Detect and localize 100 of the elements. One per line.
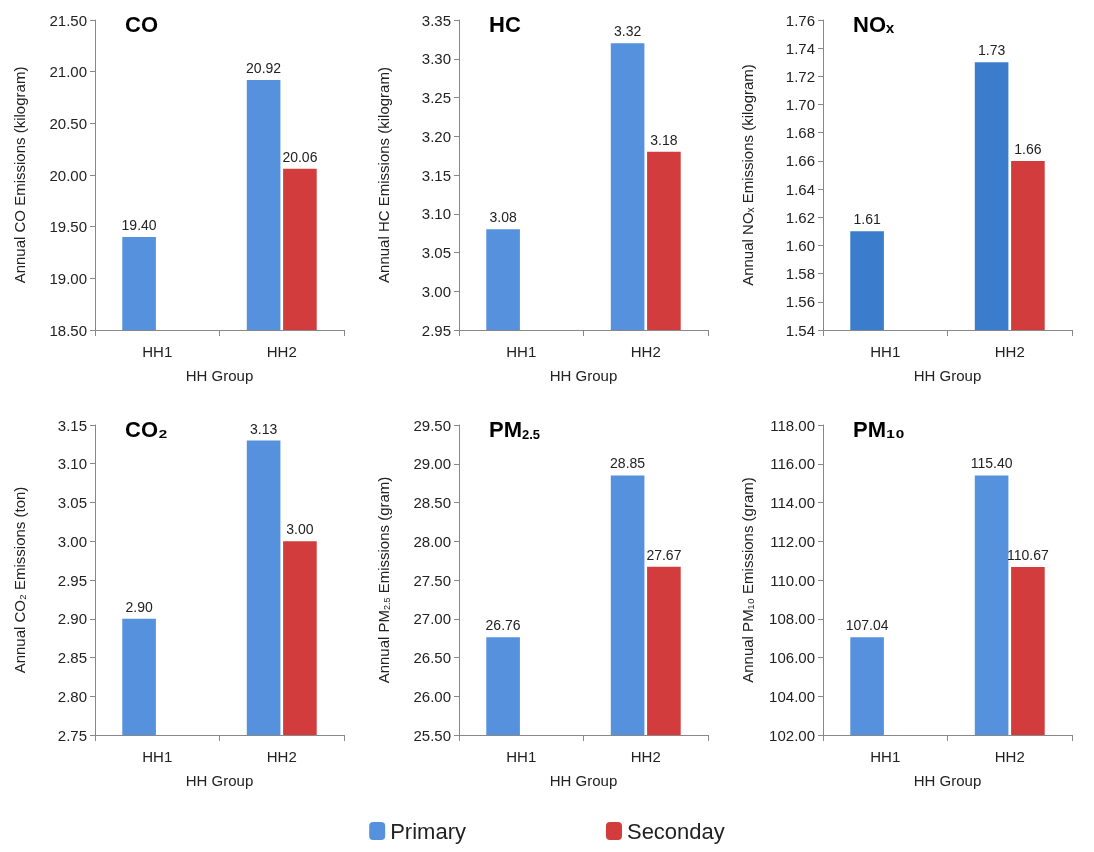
y-tick-label: 2.75 <box>57 726 87 744</box>
x-axis-title: HH Group <box>913 772 982 789</box>
y-tick-label: 3.35 <box>421 11 451 29</box>
y-tick-label: 2.95 <box>57 571 87 589</box>
y-tick-label: 21.50 <box>49 11 87 29</box>
y-tick-label: 2.95 <box>421 321 451 339</box>
data-label: 1.66 <box>1014 140 1042 157</box>
y-tick-label: 116.00 <box>770 455 815 473</box>
x-tick-label: HH1 <box>142 343 173 360</box>
y-tick-label: 29.50 <box>413 416 451 434</box>
data-label: 3.13 <box>249 420 278 437</box>
data-label: 19.40 <box>121 217 157 233</box>
y-tick-label: 1.62 <box>785 208 815 226</box>
data-label: 1.61 <box>853 211 881 228</box>
y-tick-label: 3.05 <box>421 244 451 261</box>
y-axis-title: Annual CO₂ Emissions (ton) <box>11 486 28 674</box>
y-tick-label: 3.30 <box>421 50 451 68</box>
y-tick-label: 2.80 <box>57 687 87 705</box>
data-label: 20.92 <box>246 59 282 76</box>
data-label: 28.85 <box>610 455 646 472</box>
data-label: 3.00 <box>286 521 314 538</box>
x-tick-label: HH2 <box>630 748 661 765</box>
y-tick-label: 26.50 <box>413 649 451 666</box>
y-tick-label: 27.00 <box>413 610 451 628</box>
y-tick-label: 3.05 <box>57 494 87 511</box>
y-axis-title: Annual CO Emissions (kilogram) <box>11 66 28 284</box>
y-tick-label: 1.68 <box>785 124 815 142</box>
y-tick-label: 1.54 <box>785 321 815 339</box>
chart-title: CO <box>125 11 158 37</box>
chart-title: CO₂ <box>125 416 168 442</box>
y-tick-label: 25.50 <box>413 726 451 744</box>
y-tick-label: 1.56 <box>785 293 815 311</box>
y-tick-label: 18.50 <box>49 321 87 339</box>
x-tick-label: HH2 <box>266 748 297 765</box>
data-label: 3.18 <box>650 131 678 148</box>
y-axis-title: Annual PM2.5 Emissions (gram) <box>375 476 392 684</box>
chart-title: PM₁₀ <box>853 416 906 442</box>
y-tick-label: 1.70 <box>785 96 815 114</box>
y-tick-label: 104.00 <box>769 687 815 705</box>
y-tick-label: 114.00 <box>770 494 815 511</box>
x-tick-label: HH2 <box>630 343 661 360</box>
y-tick-label: 3.25 <box>421 89 451 106</box>
x-tick-label: HH2 <box>266 343 297 360</box>
x-tick-label: HH1 <box>870 343 901 360</box>
y-tick-label: 3.15 <box>421 166 451 184</box>
data-label: 115.40 <box>970 455 1013 472</box>
chart-title: HC <box>489 11 521 37</box>
x-tick-label: HH1 <box>506 748 537 765</box>
y-tick-label: 20.00 <box>49 166 87 184</box>
data-label: 110.67 <box>1007 547 1050 564</box>
x-tick-label: HH1 <box>506 343 537 360</box>
x-axis-title: HH Group <box>549 367 618 384</box>
y-tick-label: 110.00 <box>770 571 815 589</box>
y-tick-label: 118.00 <box>770 416 815 434</box>
y-axis-title: Annual HC Emissions (kilogram) <box>375 67 392 283</box>
y-tick-label: 1.76 <box>785 11 815 29</box>
y-tick-label: 102.00 <box>769 726 815 744</box>
y-tick-label: 3.00 <box>57 532 87 550</box>
y-tick-label: 27.50 <box>413 571 451 589</box>
legend-label: Primary <box>390 818 466 844</box>
data-label: 27.67 <box>646 546 682 563</box>
x-axis-title: HH Group <box>549 772 618 789</box>
data-label: 3.08 <box>489 209 517 226</box>
x-axis-title: HH Group <box>185 772 254 789</box>
y-tick-label: 29.00 <box>413 455 451 473</box>
y-tick-label: 28.50 <box>413 494 451 511</box>
data-label: 3.32 <box>613 23 642 40</box>
y-tick-label: 3.00 <box>421 282 451 300</box>
y-tick-label: 1.74 <box>785 39 815 57</box>
data-label: 1.73 <box>977 42 1006 59</box>
data-label: 26.76 <box>485 617 521 634</box>
y-axis-title: Annual NOₓ Emissions (kilogram) <box>739 64 756 286</box>
data-label: 107.04 <box>845 617 889 634</box>
y-tick-label: 26.00 <box>413 687 451 705</box>
legend-label: Seconday <box>626 818 725 844</box>
y-tick-label: 19.00 <box>49 269 87 287</box>
y-tick-label: 3.15 <box>57 416 87 434</box>
y-tick-label: 108.00 <box>769 610 815 628</box>
y-tick-label: 21.00 <box>49 63 87 81</box>
y-tick-label: 3.10 <box>57 455 87 473</box>
data-label: 2.90 <box>125 598 153 615</box>
y-tick-label: 3.20 <box>421 127 451 145</box>
x-tick-label: HH1 <box>870 748 901 765</box>
x-tick-label: HH2 <box>994 748 1025 765</box>
y-tick-label: 112.00 <box>770 532 815 550</box>
y-tick-label: 1.72 <box>785 67 815 85</box>
x-axis-title: HH Group <box>185 367 254 384</box>
y-tick-label: 3.10 <box>421 205 451 223</box>
y-tick-label: 1.64 <box>785 180 815 198</box>
y-tick-label: 28.00 <box>413 532 451 550</box>
chart-title: PM2.5 <box>489 417 541 442</box>
y-tick-label: 1.58 <box>785 265 815 283</box>
y-axis-title: Annual PM₁₀ Emissions (gram) <box>739 477 756 683</box>
y-tick-label: 1.60 <box>785 236 815 254</box>
y-tick-label: 106.00 <box>769 649 815 666</box>
y-tick-label: 2.85 <box>57 649 87 666</box>
y-tick-label: 1.66 <box>785 152 815 170</box>
y-tick-label: 19.50 <box>49 218 87 236</box>
x-axis-title: HH Group <box>913 367 982 384</box>
x-tick-label: HH1 <box>142 748 173 765</box>
